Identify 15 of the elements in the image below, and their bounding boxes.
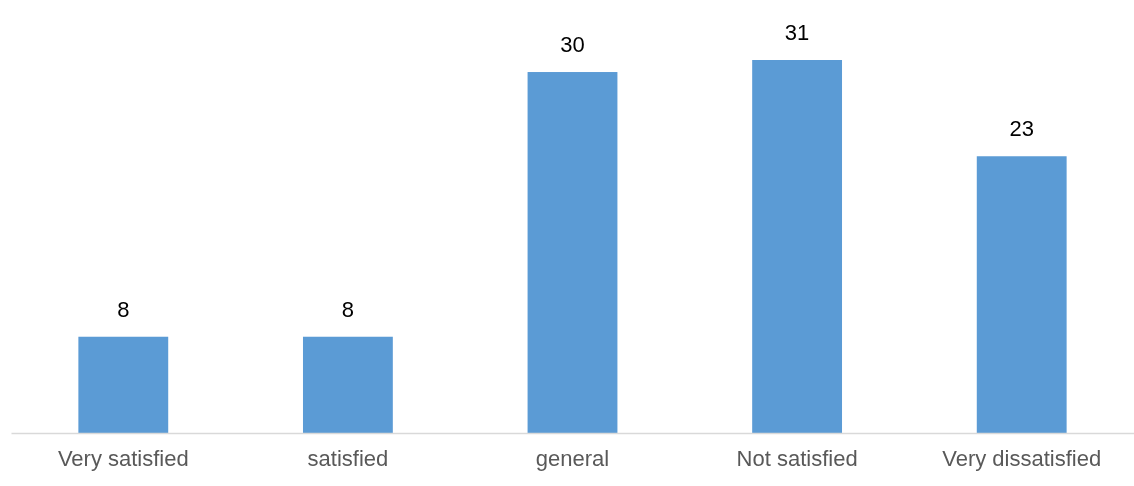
bar xyxy=(976,156,1067,433)
data-label: 31 xyxy=(784,20,810,45)
x-tick-label: general xyxy=(535,445,610,471)
x-tick-label: Very satisfied xyxy=(57,445,189,471)
data-label: 8 xyxy=(341,296,355,322)
x-tick-label: satisfied xyxy=(307,445,389,471)
x-tick-label: Not satisfied xyxy=(736,445,858,471)
bar xyxy=(78,336,169,433)
data-label: 23 xyxy=(1009,116,1034,142)
x-tick-label: Very dissatisfied xyxy=(942,445,1102,471)
bar xyxy=(302,336,393,433)
bar xyxy=(527,72,618,433)
bar xyxy=(752,60,843,433)
data-label: 8 xyxy=(117,296,130,322)
data-label: 30 xyxy=(560,32,585,58)
